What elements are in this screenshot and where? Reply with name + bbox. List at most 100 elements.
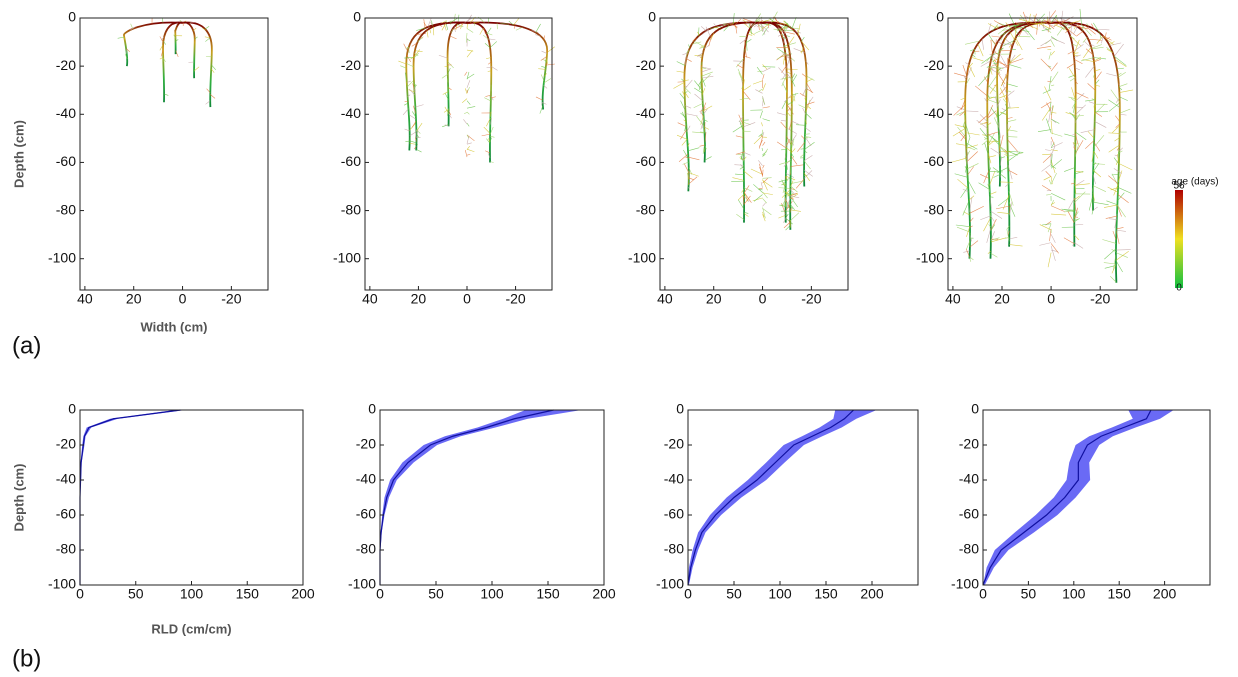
lateral-root — [466, 145, 470, 150]
lateral-root — [738, 72, 744, 83]
x-tick-label: 40 — [77, 291, 93, 307]
lateral-root — [990, 237, 1000, 241]
lateral-root — [443, 109, 449, 113]
lateral-root — [805, 104, 812, 110]
lateral-root — [954, 72, 967, 77]
lateral-root — [1047, 223, 1052, 233]
lateral-root — [1036, 45, 1052, 49]
lateral-root — [759, 163, 763, 176]
lateral-root — [781, 72, 787, 80]
lateral-root — [741, 188, 745, 193]
x-tick-label: 50 — [1021, 586, 1037, 602]
lateral-root — [461, 98, 468, 104]
lateral-root — [676, 70, 685, 73]
lateral-root — [1074, 54, 1081, 58]
lateral-root — [1050, 159, 1063, 169]
lateral-root — [784, 24, 786, 32]
lateral-root — [691, 41, 702, 45]
lateral-root — [124, 53, 128, 60]
lateral-root — [1064, 210, 1075, 213]
lateral-root — [740, 155, 744, 162]
lateral-root — [1114, 137, 1120, 142]
lateral-root — [692, 131, 705, 134]
lateral-root — [1027, 23, 1034, 28]
lateral-root — [955, 224, 970, 227]
lateral-root — [743, 187, 753, 192]
lateral-root — [743, 213, 749, 217]
y-tick-label: -40 — [341, 105, 361, 121]
lateral-root — [688, 177, 695, 181]
lateral-root — [1103, 36, 1115, 46]
lateral-root — [442, 91, 449, 95]
lateral-root — [790, 148, 796, 154]
lateral-root — [163, 41, 167, 45]
lateral-root — [987, 66, 992, 79]
lateral-root — [1040, 17, 1046, 23]
plot-frame — [947, 17, 1138, 291]
lateral-root — [782, 82, 788, 92]
lateral-root — [786, 72, 792, 81]
y-tick-label: -20 — [341, 57, 361, 73]
y-tick-label: -100 — [656, 576, 684, 592]
lateral-root — [1051, 149, 1058, 152]
lateral-root — [205, 100, 211, 105]
lateral-root — [781, 189, 791, 198]
lateral-root — [698, 27, 700, 37]
lateral-root — [415, 104, 424, 108]
root — [996, 21, 1052, 187]
lateral-root — [1074, 142, 1080, 157]
lateral-root — [762, 177, 772, 179]
lateral-root — [693, 103, 703, 109]
lateral-root — [1050, 202, 1056, 205]
lateral-root — [1118, 87, 1123, 91]
lateral-root — [413, 52, 419, 59]
lateral-root — [489, 118, 492, 125]
lateral-root — [1073, 39, 1080, 55]
lateral-root — [801, 37, 805, 42]
lateral-root — [117, 36, 125, 39]
lateral-root — [701, 73, 711, 84]
lateral-root — [804, 142, 815, 150]
line — [379, 409, 554, 585]
x-axis-label: RLD (cm/cm) — [151, 621, 231, 636]
lateral-root — [987, 23, 992, 34]
lateral-root — [703, 148, 706, 153]
lateral-root — [1006, 92, 1011, 109]
root — [1050, 21, 1077, 247]
lateral-root — [737, 193, 745, 201]
lateral-root — [782, 181, 786, 184]
lateral-root — [1007, 152, 1021, 162]
lateral-root — [466, 71, 470, 80]
y-tick-label: -40 — [636, 105, 656, 121]
lateral-root — [739, 38, 747, 44]
lateral-root — [742, 85, 751, 92]
lateral-root — [743, 185, 750, 194]
lateral-root — [776, 53, 786, 60]
lateral-root — [1070, 35, 1075, 40]
lateral-root — [1032, 20, 1037, 23]
lateral-root — [978, 74, 989, 87]
lateral-root — [684, 79, 693, 90]
lateral-root — [1048, 179, 1052, 185]
lateral-root — [801, 73, 807, 78]
y-axis-label: Depth (cm) — [11, 464, 26, 532]
lateral-root — [987, 93, 990, 99]
colorbar — [1175, 190, 1183, 288]
lateral-root — [1119, 89, 1134, 93]
lateral-root — [785, 225, 791, 231]
lateral-root — [466, 148, 475, 153]
lateral-root — [704, 122, 706, 131]
lateral-root — [987, 132, 995, 146]
lateral-root — [778, 214, 786, 219]
lateral-root — [786, 25, 788, 30]
lateral-root — [762, 74, 765, 80]
lateral-root — [805, 119, 807, 125]
lateral-root — [734, 164, 744, 166]
lateral-root — [990, 147, 1001, 155]
lateral-root — [965, 248, 970, 258]
lateral-root — [1041, 107, 1052, 121]
lateral-root — [486, 32, 493, 36]
lateral-root — [1115, 157, 1120, 165]
colorbar-tick-label: 0 — [1176, 283, 1182, 294]
y-tick-label: 0 — [68, 401, 76, 417]
